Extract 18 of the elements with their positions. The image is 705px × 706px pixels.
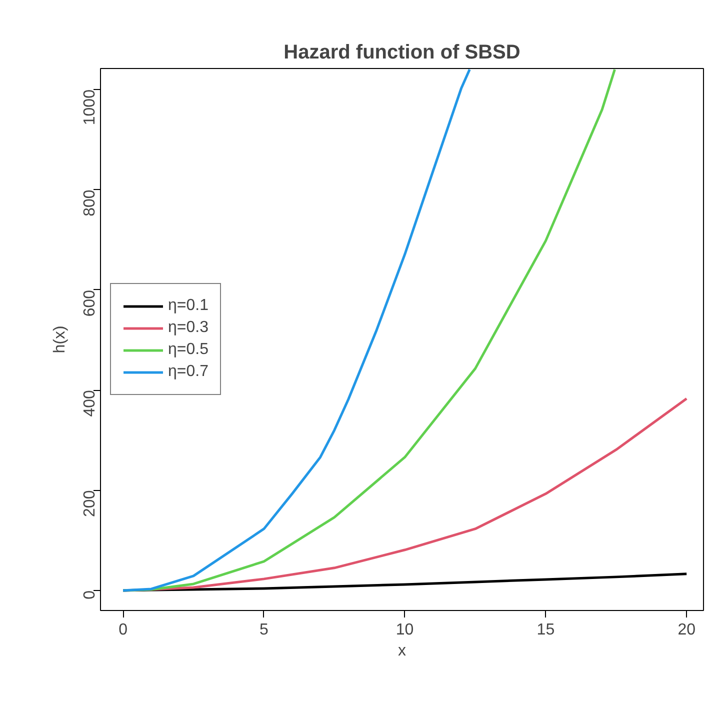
legend-label: η=0.5 [168,341,208,359]
x-tick-label: 5 [259,622,268,638]
legend-label: η=0.7 [168,363,208,381]
y-tick-label: 600 [82,290,98,317]
y-tick-label: 1000 [82,89,98,126]
legend-label: η=0.3 [168,319,208,337]
y-axis-title: h(x) [52,326,68,354]
x-tick-label: 0 [118,622,128,638]
x-tick-label: 10 [396,622,414,638]
x-tick-label: 20 [678,622,696,638]
y-tick-label: 800 [82,190,98,216]
chart-title: Hazard function of SBSD [284,42,520,64]
y-tick-label: 0 [82,590,98,600]
x-tick-label: 15 [536,622,555,638]
y-tick-label: 400 [82,390,98,417]
x-axis-title: x [398,642,406,660]
legend-label: η=0.1 [168,297,208,315]
y-tick-label: 200 [82,490,98,517]
